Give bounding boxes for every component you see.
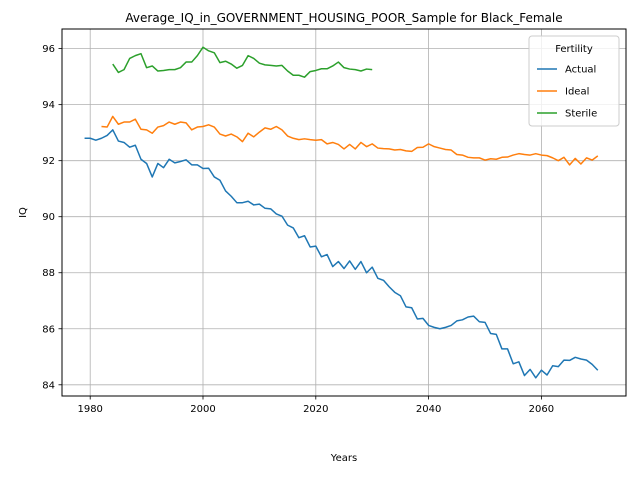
y-tick-label: 90 [42, 212, 55, 223]
y-tick-label: 94 [42, 100, 55, 111]
legend-label-ideal: Ideal [565, 87, 589, 98]
series-line-sterile [112, 46, 373, 78]
plot-area [84, 46, 599, 379]
y-axis-label: IQ [18, 207, 29, 218]
legend-label-sterile: Sterile [565, 109, 597, 120]
y-axis-ticks: 84 86 88 90 92 94 96 [42, 44, 62, 391]
legend-box [528, 35, 620, 127]
series-line-actual [84, 129, 599, 379]
x-tick-label: 2040 [416, 404, 441, 415]
y-tick-label: 84 [42, 380, 55, 391]
y-tick-label: 86 [42, 324, 55, 335]
y-tick-label: 96 [42, 44, 55, 55]
legend-label-actual: Actual [565, 65, 596, 76]
x-tick-label: 2060 [529, 404, 554, 415]
series-line-ideal [101, 115, 599, 166]
y-tick-label: 92 [42, 156, 55, 167]
x-tick-label: 1980 [77, 404, 102, 415]
x-tick-label: 2020 [303, 404, 328, 415]
legend: Fertility Actual Ideal Sterile [528, 35, 620, 127]
x-tick-label: 2000 [190, 404, 215, 415]
legend-items: Actual Ideal Sterile [537, 65, 597, 120]
y-tick-label: 88 [42, 268, 55, 279]
x-axis-label: Years [330, 453, 357, 464]
legend-title: Fertility [555, 44, 593, 55]
chart-title: Average_IQ_in_GOVERNMENT_HOUSING_POOR_Sa… [125, 11, 562, 25]
x-axis-ticks: 1980 2000 2020 2040 2060 [77, 396, 554, 415]
axes-frame [61, 28, 627, 397]
